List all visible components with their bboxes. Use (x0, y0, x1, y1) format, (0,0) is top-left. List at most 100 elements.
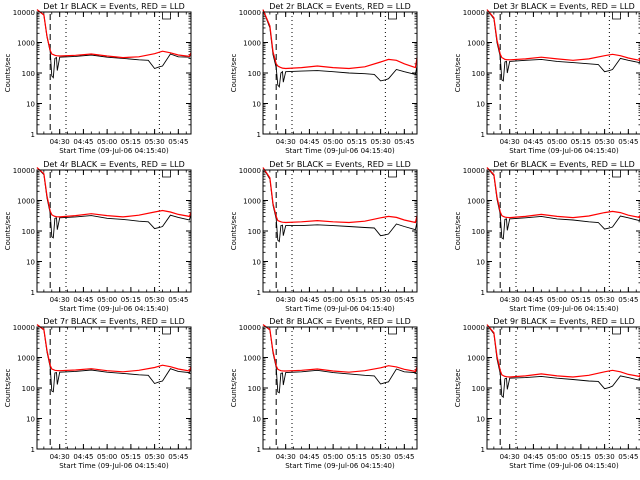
events-series-line (486, 9, 640, 82)
events-series-line (36, 324, 192, 393)
panel-6: Det 6r BLACK = Events, RED = LLD Counts/s… (454, 160, 640, 313)
y-tick-label: 10000 (463, 167, 485, 175)
plot-frame (36, 169, 192, 293)
saa-bracket-marker (162, 14, 171, 20)
y-tick-label: 100 (248, 385, 261, 393)
x-axis-label: Start Time (09-Jul-06 04:15:40) (59, 462, 169, 470)
panel-4: Det 4r BLACK = Events, RED = LLD Counts/s… (4, 160, 192, 313)
y-axis-label: Counts/sec (454, 212, 462, 251)
x-tick-label: 04:30 (276, 296, 296, 304)
y-tick-label: 100 (248, 228, 261, 236)
y-axis-label: Counts/sec (454, 369, 462, 408)
panel-3: Det 3r BLACK = Events, RED = LLD Counts/s… (454, 2, 640, 155)
x-tick-label: 05:30 (145, 453, 165, 461)
y-axis-label: Counts/sec (4, 369, 12, 408)
x-tick-label: 05:30 (595, 138, 615, 146)
y-tick-label: 10000 (239, 167, 261, 175)
lld-series-line (486, 9, 640, 61)
y-tick-label: 100 (248, 70, 261, 78)
y-axis-label: Counts/sec (230, 212, 238, 251)
y-tick-label: 100 (22, 385, 35, 393)
x-tick-label: 05:45 (618, 296, 638, 304)
plot-frame (262, 169, 418, 293)
x-tick-label: 05:30 (371, 138, 391, 146)
panel-title: Det 2r BLACK = Events, RED = LLD (269, 2, 411, 11)
plot-frame (262, 11, 418, 135)
x-tick-label: 05:15 (121, 296, 141, 304)
x-tick-label: 05:45 (618, 453, 638, 461)
panel-title: Det 8r BLACK = Events, RED = LLD (269, 317, 411, 326)
x-axis-label: Start Time (09-Jul-06 04:15:40) (285, 305, 395, 313)
y-tick-label: 1000 (243, 198, 261, 206)
panel-8: Det 8r BLACK = Events, RED = LLD Counts/s… (230, 317, 418, 470)
y-tick-label: 1000 (17, 355, 35, 363)
panel-title: Det 5r BLACK = Events, RED = LLD (269, 160, 411, 169)
x-tick-label: 05:30 (371, 453, 391, 461)
x-axis-label: Start Time (09-Jul-06 04:15:40) (285, 462, 395, 470)
x-axis-label: Start Time (09-Jul-06 04:15:40) (59, 147, 169, 155)
panel-title: Det 1r BLACK = Events, RED = LLD (43, 2, 185, 11)
saa-bracket-marker (388, 14, 397, 20)
y-tick-label: 1000 (243, 40, 261, 48)
y-tick-label: 10 (476, 101, 485, 109)
x-tick-label: 05:00 (323, 453, 343, 461)
x-tick-label: 05:15 (571, 296, 591, 304)
plot-frame (486, 326, 640, 450)
plot-frame (36, 11, 192, 135)
saa-bracket-marker (388, 329, 397, 335)
x-tick-label: 04:45 (523, 453, 543, 461)
x-tick-label: 05:15 (347, 453, 367, 461)
events-series-line (262, 167, 418, 243)
x-tick-label: 05:30 (595, 453, 615, 461)
x-tick-label: 05:30 (371, 296, 391, 304)
y-tick-label: 10 (252, 259, 261, 267)
x-tick-label: 04:30 (50, 296, 70, 304)
lld-series-line (262, 324, 418, 373)
y-tick-label: 100 (472, 228, 485, 236)
y-tick-label: 1000 (17, 198, 35, 206)
y-tick-label: 1 (257, 131, 261, 139)
x-tick-label: 04:30 (50, 453, 70, 461)
x-tick-label: 04:30 (276, 138, 296, 146)
x-tick-label: 05:00 (547, 296, 567, 304)
x-tick-label: 04:45 (73, 138, 93, 146)
y-tick-label: 1 (31, 446, 35, 454)
x-tick-label: 05:00 (323, 296, 343, 304)
y-tick-label: 100 (472, 385, 485, 393)
y-tick-label: 10 (476, 259, 485, 267)
x-axis-label: Start Time (09-Jul-06 04:15:40) (509, 462, 619, 470)
x-tick-label: 05:15 (121, 138, 141, 146)
y-tick-label: 1 (257, 289, 261, 297)
panel-7: Det 7r BLACK = Events, RED = LLD Counts/s… (4, 317, 192, 470)
y-tick-label: 10000 (463, 324, 485, 332)
plot-frame (486, 169, 640, 293)
panel-title: Det 6r BLACK = Events, RED = LLD (493, 160, 635, 169)
y-tick-label: 1 (257, 446, 261, 454)
x-tick-label: 04:30 (50, 138, 70, 146)
x-axis-label: Start Time (09-Jul-06 04:15:40) (509, 147, 619, 155)
panel-title: Det 4r BLACK = Events, RED = LLD (43, 160, 185, 169)
events-series-line (262, 9, 418, 88)
plot-frame (486, 11, 640, 135)
lld-series-line (36, 324, 192, 373)
x-tick-label: 05:00 (97, 453, 117, 461)
x-tick-label: 05:45 (168, 296, 188, 304)
lld-series-line (262, 167, 418, 224)
x-tick-label: 05:45 (168, 138, 188, 146)
lld-series-line (262, 9, 418, 70)
y-axis-label: Counts/sec (4, 54, 12, 93)
lld-series-line (486, 167, 640, 219)
lld-series-line (486, 324, 640, 378)
x-tick-label: 05:30 (595, 296, 615, 304)
saa-bracket-marker (612, 14, 621, 20)
lld-series-line (36, 167, 192, 218)
y-tick-label: 1 (481, 289, 485, 297)
x-tick-label: 05:15 (571, 453, 591, 461)
y-tick-label: 1000 (243, 355, 261, 363)
y-tick-label: 1 (31, 289, 35, 297)
x-tick-label: 04:30 (276, 453, 296, 461)
panel-title: Det 3r BLACK = Events, RED = LLD (493, 2, 635, 11)
x-tick-label: 05:00 (323, 138, 343, 146)
panel-1: Det 1r BLACK = Events, RED = LLD Counts/s… (4, 2, 192, 155)
